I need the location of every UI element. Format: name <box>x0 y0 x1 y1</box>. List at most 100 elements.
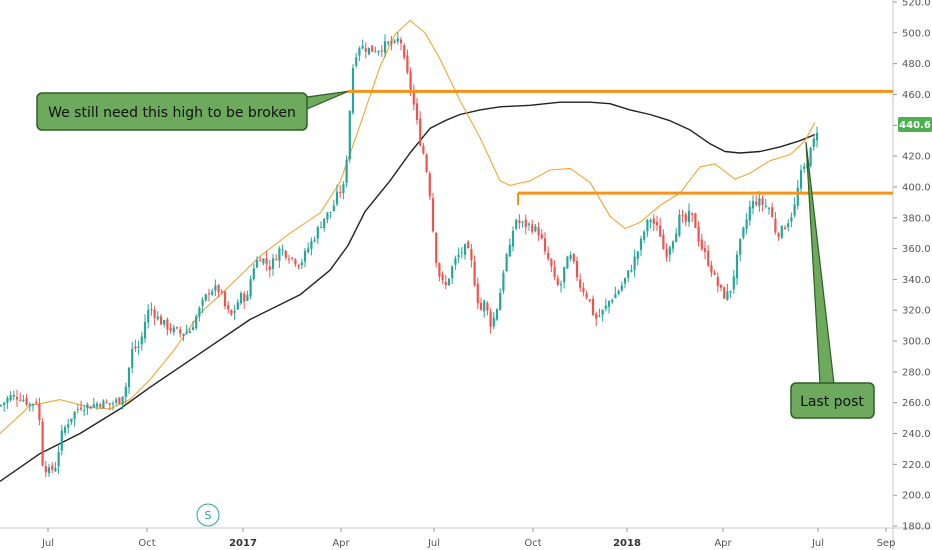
candle-body <box>339 192 342 194</box>
candle-body <box>556 278 559 285</box>
candle-body <box>627 270 630 278</box>
candle-body <box>534 226 537 232</box>
candle-body <box>249 279 252 297</box>
candle-body <box>620 285 623 291</box>
candle-body <box>799 170 803 189</box>
candle-body <box>659 225 662 237</box>
candle-body <box>780 226 783 238</box>
candle-body <box>28 403 31 406</box>
candle-body <box>22 399 25 401</box>
candle-body <box>691 212 694 215</box>
candle-body <box>185 331 188 334</box>
candle-body <box>243 293 246 302</box>
callout-last-post: Last post <box>790 382 875 419</box>
candle-body <box>188 331 191 333</box>
candle-body <box>383 41 387 53</box>
x-tick-label: Jul <box>811 538 824 549</box>
candle-body <box>278 248 281 261</box>
candle-body <box>729 290 732 293</box>
time-axis[interactable]: Jul Oct 2017 Apr Jul Oct 2018 Apr Jul Sep <box>41 528 895 549</box>
candle-body <box>108 403 111 405</box>
candle-body <box>575 260 579 278</box>
candle-body <box>60 430 63 451</box>
candle-body <box>367 47 371 55</box>
candle-body <box>527 223 531 225</box>
callout-last-post-box <box>790 382 875 419</box>
candle-body <box>655 222 659 226</box>
candle-body <box>447 278 451 286</box>
candle-body <box>287 258 291 260</box>
candle-body <box>678 214 681 236</box>
candle-body <box>431 198 435 232</box>
candle-body <box>19 399 22 401</box>
candle-body <box>236 302 239 310</box>
candle-body <box>755 201 758 205</box>
candle-body <box>409 71 412 90</box>
candle-body <box>425 154 428 172</box>
candle-body <box>815 132 819 141</box>
candle-body <box>259 260 262 262</box>
y-tick-label: 520.0 <box>902 0 931 9</box>
candle-body <box>76 408 79 410</box>
moving-average-short <box>0 19 816 434</box>
candle-body <box>252 268 255 280</box>
candle-body <box>211 291 214 295</box>
candle-body <box>492 317 495 327</box>
candle-body <box>790 217 793 222</box>
candle-body <box>115 399 118 403</box>
candle-body <box>67 424 70 428</box>
candle-body <box>460 252 463 254</box>
candle-body <box>777 233 780 237</box>
candle-body <box>166 319 169 330</box>
y-tick-label: 340.0 <box>902 275 931 286</box>
candle-body <box>476 283 479 304</box>
ma-short-line <box>0 19 816 434</box>
candle-body <box>44 466 47 473</box>
y-tick-label: 420.0 <box>902 152 931 163</box>
candle-body <box>399 39 403 44</box>
candle-body <box>57 452 60 467</box>
candle-body <box>323 218 326 229</box>
candle-body <box>441 274 444 281</box>
x-tick-label: 2018 <box>613 538 641 549</box>
candle-body <box>751 201 755 209</box>
candle-body <box>313 239 316 241</box>
candle-body <box>316 227 319 239</box>
candle-body <box>540 234 543 239</box>
candle-body <box>614 294 617 299</box>
candle-body <box>86 404 89 409</box>
candle-body <box>63 427 67 433</box>
candle-body <box>550 258 553 267</box>
candle-body <box>239 293 243 304</box>
candle-body <box>623 278 627 284</box>
candle-body <box>223 291 227 307</box>
candle-body <box>646 219 649 232</box>
candle-body <box>559 284 563 286</box>
candle-body <box>601 309 604 315</box>
x-tick-label: 2017 <box>229 538 257 549</box>
candle-body <box>495 309 499 320</box>
price-axis[interactable]: 520.0500.0480.0460.0440.0420.0400.0380.0… <box>893 0 931 533</box>
y-tick-label: 380.0 <box>902 213 931 224</box>
candle-body <box>467 241 470 249</box>
candle-body <box>700 239 703 250</box>
candle-body <box>422 145 425 154</box>
ma-long-line <box>0 101 816 482</box>
candle-body <box>687 210 691 223</box>
candle-body <box>787 223 790 228</box>
candle-body <box>543 238 547 252</box>
y-tick-label: 260.0 <box>902 398 931 409</box>
candle-body <box>521 221 524 223</box>
candle-body <box>191 327 195 331</box>
split-marker-circle[interactable] <box>196 503 220 527</box>
candle-body <box>25 397 28 405</box>
candle-body <box>246 294 249 301</box>
candles <box>0 32 819 478</box>
split-marker[interactable]: S <box>196 503 220 527</box>
candle-body <box>153 309 156 318</box>
candle-body <box>310 241 313 249</box>
candle-body <box>195 316 198 329</box>
candle-body <box>35 402 38 404</box>
candle-body <box>665 248 668 257</box>
